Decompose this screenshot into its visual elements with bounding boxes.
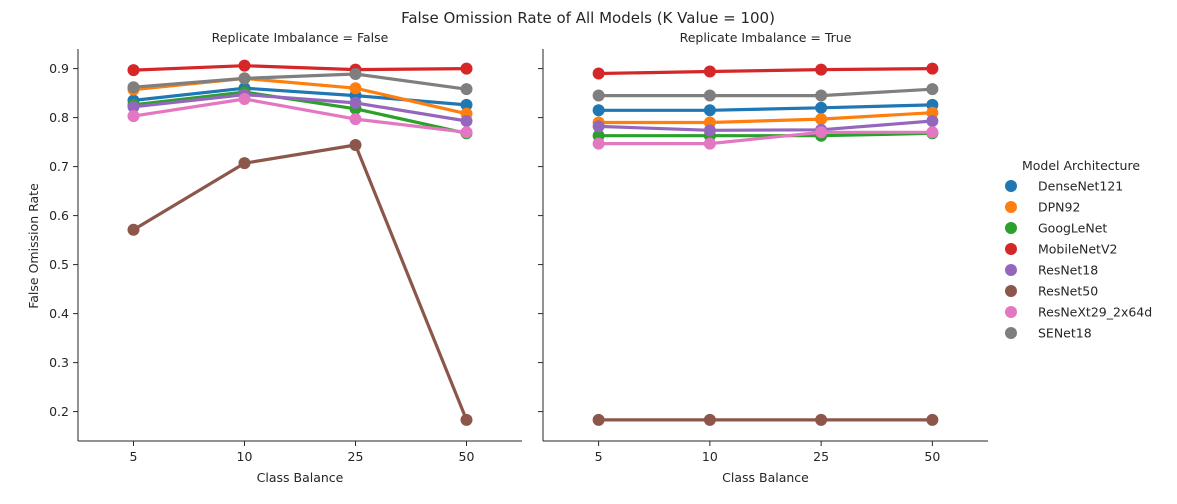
data-point	[350, 113, 362, 125]
data-point	[128, 224, 140, 236]
data-point	[704, 66, 716, 78]
data-point	[926, 115, 938, 127]
data-point	[815, 90, 827, 102]
y-tick-label: 0.9	[49, 61, 69, 76]
legend-marker	[1005, 222, 1017, 234]
y-tick-label: 0.8	[49, 110, 69, 125]
data-point	[350, 97, 362, 109]
y-tick-label: 0.7	[49, 159, 69, 174]
series-line	[599, 69, 933, 74]
panel-title: Replicate Imbalance = False	[212, 30, 389, 45]
x-tick-label: 10	[702, 449, 718, 464]
data-point	[926, 83, 938, 95]
x-axis-label: Class Balance	[722, 470, 809, 485]
data-point	[593, 104, 605, 116]
legend-marker	[1005, 264, 1017, 276]
x-tick-label: 50	[459, 449, 475, 464]
series-line	[134, 99, 467, 132]
x-axis-label: Class Balance	[257, 470, 344, 485]
data-point	[926, 126, 938, 138]
legend-label: SENet18	[1038, 326, 1092, 341]
data-point	[239, 72, 251, 84]
data-point	[815, 64, 827, 76]
data-point	[704, 124, 716, 136]
series-line	[599, 89, 933, 95]
x-tick-label: 25	[348, 449, 364, 464]
y-tick-label: 0.5	[49, 257, 69, 272]
y-tick-label: 0.3	[49, 355, 69, 370]
data-point	[704, 138, 716, 150]
data-point	[239, 157, 251, 169]
legend-label: MobileNetV2	[1038, 242, 1117, 257]
data-point	[239, 60, 251, 72]
legend-label: ResNet18	[1038, 263, 1098, 278]
legend-title: Model Architecture	[1022, 158, 1140, 173]
data-point	[815, 414, 827, 426]
legend-marker	[1005, 243, 1017, 255]
legend-marker	[1005, 201, 1017, 213]
data-point	[239, 93, 251, 105]
data-point	[815, 126, 827, 138]
data-point	[926, 414, 938, 426]
data-point	[593, 138, 605, 150]
legend-label: DPN92	[1038, 200, 1080, 215]
panel-title: Replicate Imbalance = True	[680, 30, 852, 45]
data-point	[593, 414, 605, 426]
legend-label: ResNeXt29_2x64d	[1038, 305, 1152, 320]
legend-label: ResNet50	[1038, 284, 1098, 299]
data-point	[350, 82, 362, 94]
legend-label: GoogLeNet	[1038, 221, 1107, 236]
data-point	[815, 113, 827, 125]
legend-marker	[1005, 327, 1017, 339]
chart-title: False Omission Rate of All Models (K Val…	[401, 9, 775, 27]
data-point	[704, 104, 716, 116]
series-line	[599, 113, 933, 123]
y-axis-label: False Omission Rate	[26, 183, 41, 309]
data-point	[128, 110, 140, 122]
y-tick-label: 0.2	[49, 404, 69, 419]
data-point	[128, 64, 140, 76]
x-tick-label: 50	[924, 449, 940, 464]
data-point	[704, 414, 716, 426]
x-tick-label: 5	[595, 449, 603, 464]
data-point	[461, 63, 473, 75]
data-point	[461, 414, 473, 426]
data-point	[593, 90, 605, 102]
data-point	[593, 68, 605, 80]
data-point	[704, 90, 716, 102]
data-point	[815, 102, 827, 114]
x-tick-label: 10	[237, 449, 253, 464]
legend-marker	[1005, 306, 1017, 318]
series-line	[599, 105, 933, 110]
legend-label: DenseNet121	[1038, 179, 1123, 194]
y-tick-label: 0.6	[49, 208, 69, 223]
series-line	[134, 145, 467, 420]
data-point	[461, 115, 473, 127]
data-point	[350, 139, 362, 151]
data-point	[128, 81, 140, 93]
data-point	[461, 126, 473, 138]
y-tick-label: 0.4	[49, 306, 69, 321]
x-tick-label: 5	[130, 449, 138, 464]
x-tick-label: 25	[813, 449, 829, 464]
data-point	[926, 63, 938, 75]
legend-marker	[1005, 285, 1017, 297]
series-line	[134, 74, 467, 89]
data-point	[593, 120, 605, 132]
legend-marker	[1005, 180, 1017, 192]
data-point	[461, 83, 473, 95]
series-line	[134, 66, 467, 70]
data-point	[350, 68, 362, 80]
